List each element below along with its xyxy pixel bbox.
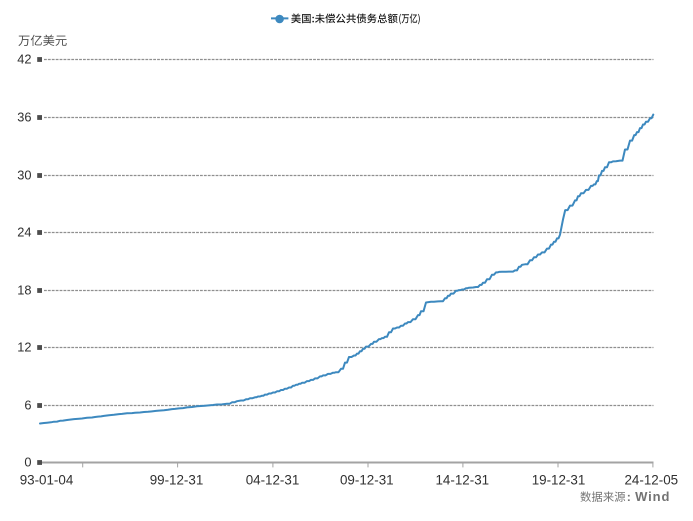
svg-text:14-12-31: 14-12-31: [435, 473, 489, 488]
svg-text:09-12-31: 09-12-31: [340, 473, 394, 488]
svg-text:99-12-31: 99-12-31: [150, 473, 204, 488]
svg-text:93-01-04: 93-01-04: [20, 473, 74, 488]
svg-text:24: 24: [17, 224, 31, 239]
svg-text:30: 30: [17, 167, 31, 182]
svg-text:04-12-31: 04-12-31: [246, 473, 300, 488]
svg-text::: :: [627, 490, 631, 504]
svg-text:18: 18: [17, 282, 31, 297]
svg-text:36: 36: [17, 109, 31, 124]
svg-text:42: 42: [17, 51, 31, 66]
svg-text:12: 12: [17, 339, 31, 354]
svg-text:19-12-31: 19-12-31: [532, 473, 586, 488]
svg-text:0: 0: [24, 454, 31, 469]
svg-text:6: 6: [24, 397, 31, 412]
svg-text:24-12-05: 24-12-05: [624, 473, 678, 488]
svg-text:Wind: Wind: [635, 489, 670, 504]
